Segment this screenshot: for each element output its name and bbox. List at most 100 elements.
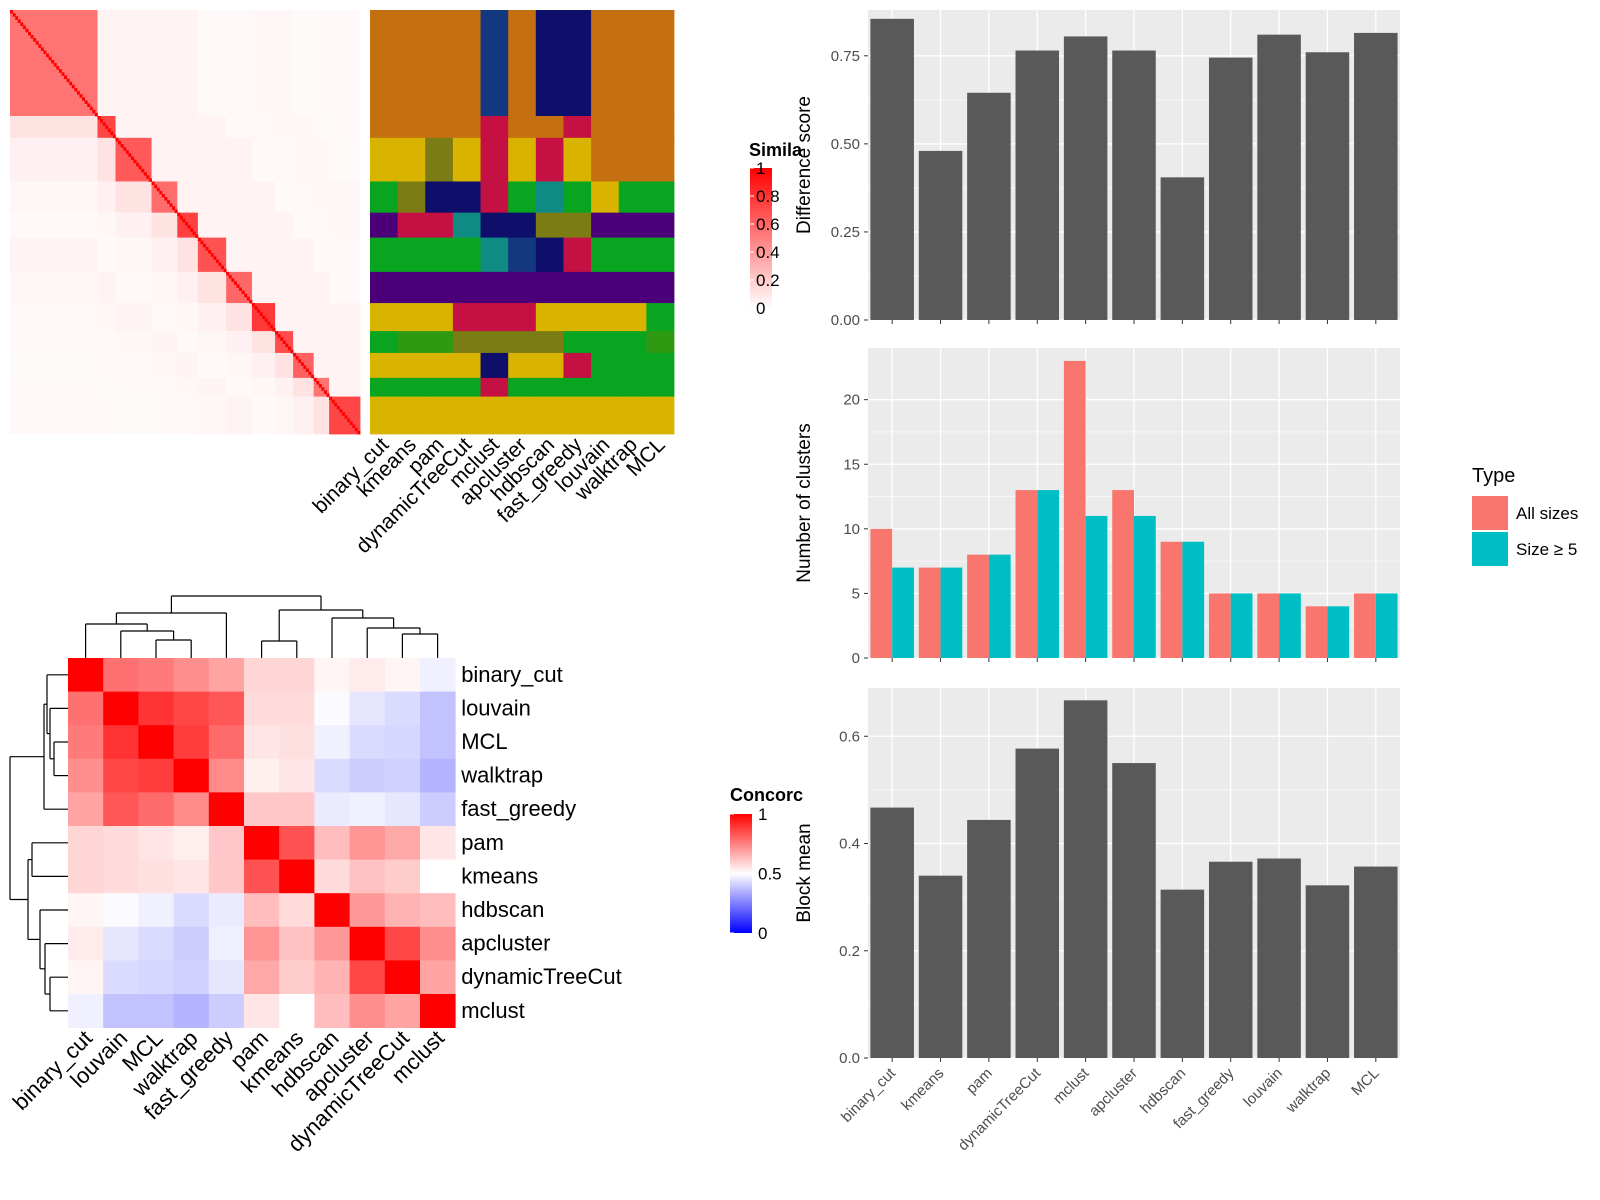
similarity-cell — [275, 212, 294, 238]
similarity-diagonal-cell — [187, 225, 191, 229]
assignment-cell — [563, 137, 592, 182]
y-tick-label: 0.75 — [831, 48, 860, 65]
bar-all-sizes — [1208, 593, 1231, 658]
similarity-cell — [251, 10, 276, 117]
concordance-cell — [103, 826, 139, 860]
concordance-cell — [68, 994, 104, 1028]
bar-all-sizes — [918, 567, 941, 658]
similarity-diagonal-cell — [226, 271, 230, 276]
x-tick-label: pam — [963, 1065, 996, 1098]
concordance-cell — [314, 725, 350, 760]
similarity-diagonal-cell — [334, 402, 338, 407]
assignment-cell — [646, 116, 675, 139]
similarity-cell — [275, 10, 294, 117]
concordance-row-label: dynamicTreeCut — [461, 964, 622, 989]
similarity-diagonal-cell — [48, 56, 52, 61]
assignment-cell — [480, 10, 509, 117]
similarity-diagonal-cell — [30, 34, 34, 39]
assignment-cell — [425, 237, 454, 273]
concordance-cell — [349, 994, 386, 1028]
concordance-cell — [384, 859, 421, 894]
assignment-cell — [535, 271, 564, 304]
concordance-cell — [420, 758, 456, 793]
similarity-cell — [226, 116, 253, 139]
bar — [918, 150, 963, 320]
similarity-diagonal-cell — [267, 321, 271, 326]
y-tick-label: 0.0 — [839, 1050, 860, 1067]
similarity-diagonal-cell — [89, 106, 93, 111]
assignment-cell — [425, 212, 454, 238]
similarity-cell — [115, 331, 152, 354]
bar — [1160, 177, 1205, 320]
similarity-cell — [10, 271, 98, 304]
similarity-diagonal-cell — [107, 128, 111, 132]
similarity-cell — [251, 352, 276, 379]
similarity-cell — [275, 237, 294, 273]
y-tick-label: 0.4 — [839, 836, 860, 853]
assignment-cell — [425, 271, 454, 304]
bar — [967, 819, 1011, 1058]
similarity-cell — [293, 10, 315, 117]
assignment-cell — [618, 116, 647, 139]
similarity-diagonal-cell — [272, 328, 276, 332]
similarity-diagonal-cell — [205, 246, 209, 251]
assignment-cell — [618, 10, 647, 117]
similarity-cell — [197, 181, 227, 214]
similarity-diagonal-cell — [303, 365, 307, 369]
bar-size-ge-5 — [1230, 593, 1253, 658]
similarity-cell — [151, 137, 178, 182]
assignment-cell — [370, 181, 399, 214]
concordance-cell — [384, 926, 421, 961]
similarity-diagonal-cell — [43, 50, 47, 55]
concordance-cell — [208, 960, 245, 995]
assignment-cell — [646, 10, 675, 117]
y-tick-label: 15 — [843, 456, 860, 473]
similarity-diagonal-cell — [53, 63, 57, 67]
concordance-cell — [244, 859, 280, 894]
similarity-diagonal-cell — [69, 81, 73, 86]
concordance-legend-ticks: 10.50 — [730, 805, 782, 943]
similarity-cell — [97, 137, 116, 182]
concordance-cell — [138, 994, 174, 1028]
similarity-cell — [275, 352, 294, 379]
bar-size-ge-5 — [1327, 606, 1350, 658]
similarity-cell — [329, 137, 361, 182]
concordance-cell — [244, 893, 280, 928]
x-tick-label: dynamicTreeCut — [955, 1064, 1045, 1154]
similarity-diagonal-cell — [110, 131, 114, 136]
assignment-cell — [563, 352, 592, 379]
concordance-cell — [349, 859, 386, 894]
similarity-cell — [197, 331, 227, 354]
y-axis-title: Block mean — [794, 823, 815, 922]
concordance-cell — [349, 792, 386, 827]
concordance-row-label: hdbscan — [461, 897, 544, 922]
similarity-diagonal-cell — [246, 296, 250, 301]
x-tick-label: kmeans — [898, 1065, 947, 1114]
similarity-diagonal-cell — [285, 343, 289, 348]
similarity-diagonal-cell — [321, 387, 325, 391]
y-tick-label: 5 — [852, 585, 860, 602]
similarity-diagonal-cell — [349, 421, 353, 426]
assignment-cell — [480, 137, 509, 182]
concordance-cell — [68, 960, 104, 995]
bar — [1354, 32, 1398, 320]
similarity-cell — [275, 116, 294, 139]
similarity-cell — [226, 331, 253, 354]
similarity-diagonal-cell — [282, 340, 286, 344]
assignment-cell — [452, 352, 481, 379]
similarity-diagonal-cell — [33, 38, 37, 42]
similarity-legend-tick-label: 0.8 — [756, 187, 780, 206]
concordance-cell — [103, 658, 139, 692]
similarity-diagonal-cell — [249, 299, 253, 304]
similarity-diagonal-cell — [208, 250, 212, 254]
similarity-diagonal-cell — [151, 181, 155, 185]
assignment-cell — [535, 10, 564, 117]
assignment-cell — [452, 271, 481, 304]
concordance-cell — [384, 725, 421, 760]
similarity-cell — [313, 237, 330, 273]
concordance-cell — [244, 658, 280, 692]
y-tick-label: 0.2 — [839, 943, 860, 960]
assignment-cell — [618, 352, 647, 379]
assignment-cell — [397, 303, 426, 332]
